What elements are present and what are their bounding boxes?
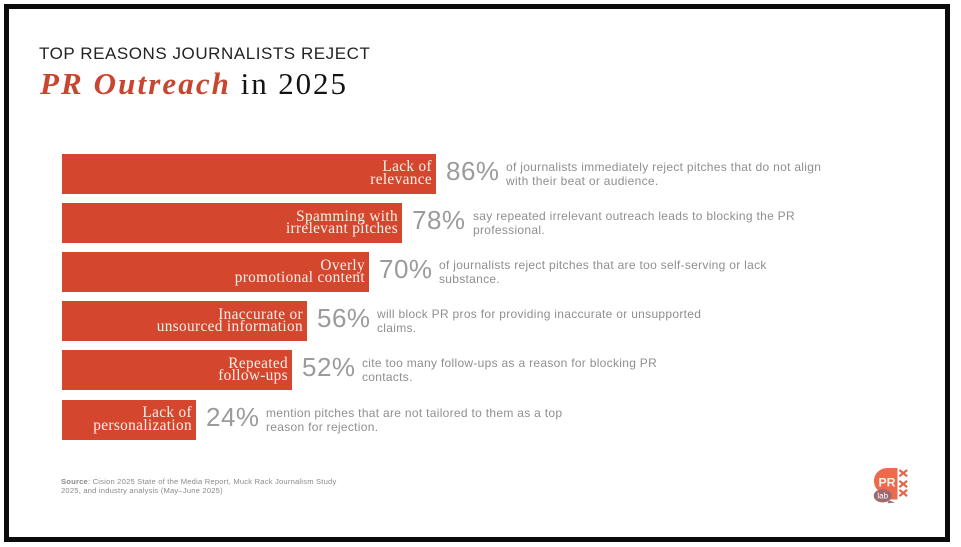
svg-text:PR: PR bbox=[878, 476, 895, 490]
svg-text:lab: lab bbox=[877, 491, 888, 500]
